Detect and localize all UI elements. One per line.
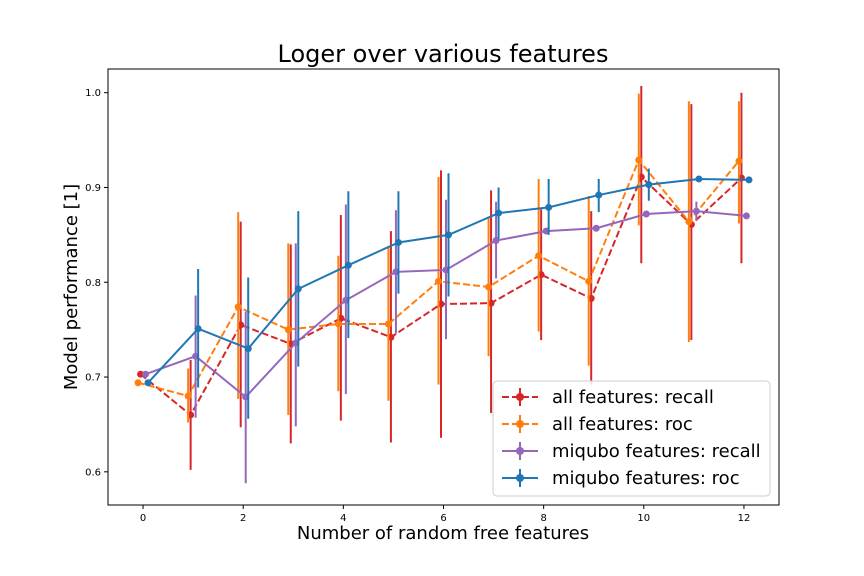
data-point — [642, 210, 650, 218]
legend-entry: miqubo features: recall — [502, 441, 761, 462]
chart-title: Loger over various features — [278, 40, 609, 68]
data-point — [595, 191, 603, 199]
data-point — [692, 207, 700, 215]
legend-marker — [516, 420, 524, 428]
data-point — [294, 285, 302, 293]
legend-entry: all features: recall — [502, 387, 714, 408]
legend-marker — [516, 393, 524, 401]
data-point — [535, 252, 543, 260]
y-tick-label: 0.8 — [85, 278, 101, 289]
data-point — [194, 325, 202, 333]
legend-box — [492, 380, 771, 497]
data-point — [495, 209, 503, 217]
x-axis-label: Number of random free features — [297, 523, 589, 544]
data-point — [144, 379, 152, 387]
x-tick-label: 2 — [240, 513, 246, 524]
data-point — [742, 212, 750, 220]
legend-entry: miqubo features: roc — [502, 468, 740, 489]
plot-area — [134, 86, 753, 484]
x-tick-label: 0 — [140, 513, 146, 524]
data-point — [492, 237, 500, 245]
series-3 — [144, 168, 753, 419]
data-point — [384, 320, 392, 328]
data-point — [645, 181, 653, 189]
data-point — [635, 156, 643, 164]
data-point — [745, 176, 753, 184]
legend-entry: all features: roc — [502, 414, 693, 435]
x-tick-label: 12 — [738, 513, 751, 524]
data-point — [134, 379, 142, 387]
y-tick-label: 0.7 — [85, 373, 101, 384]
data-point — [685, 218, 693, 226]
series-1 — [134, 93, 743, 423]
y-axis: 0.6 0.7 0.8 0.9 1.0 — [85, 88, 108, 478]
data-point — [244, 345, 252, 353]
data-point — [585, 277, 593, 285]
data-point — [137, 370, 145, 378]
data-point — [284, 326, 292, 334]
data-point — [142, 370, 150, 378]
x-tick-label: 6 — [440, 513, 446, 524]
y-axis-label: Model performance [1] — [61, 184, 82, 390]
x-tick-label: 4 — [340, 513, 346, 524]
data-point — [344, 261, 352, 269]
data-point — [485, 283, 493, 291]
legend-marker — [516, 474, 524, 482]
legend: all features: recall all features: roc miq… — [492, 380, 771, 497]
data-point — [445, 231, 453, 239]
legend-marker — [516, 447, 524, 455]
y-tick-label: 0.6 — [85, 467, 101, 478]
data-point — [394, 238, 402, 246]
legend-label: all features: recall — [552, 387, 714, 408]
data-point — [234, 303, 242, 311]
legend-label: miqubo features: roc — [552, 468, 740, 489]
legend-label: all features: roc — [552, 414, 693, 435]
x-tick-label: 10 — [637, 513, 650, 524]
data-point — [735, 157, 743, 165]
y-tick-label: 1.0 — [85, 88, 101, 99]
data-point — [334, 320, 342, 328]
x-tick-label: 8 — [540, 513, 546, 524]
y-tick-label: 0.9 — [85, 183, 101, 194]
data-point — [695, 175, 703, 183]
data-point — [184, 392, 192, 400]
legend-label: miqubo features: recall — [552, 441, 761, 462]
x-axis: 0 2 4 6 8 10 12 — [140, 505, 750, 524]
data-point — [592, 224, 600, 232]
data-point — [545, 203, 553, 211]
data-point — [434, 277, 442, 285]
